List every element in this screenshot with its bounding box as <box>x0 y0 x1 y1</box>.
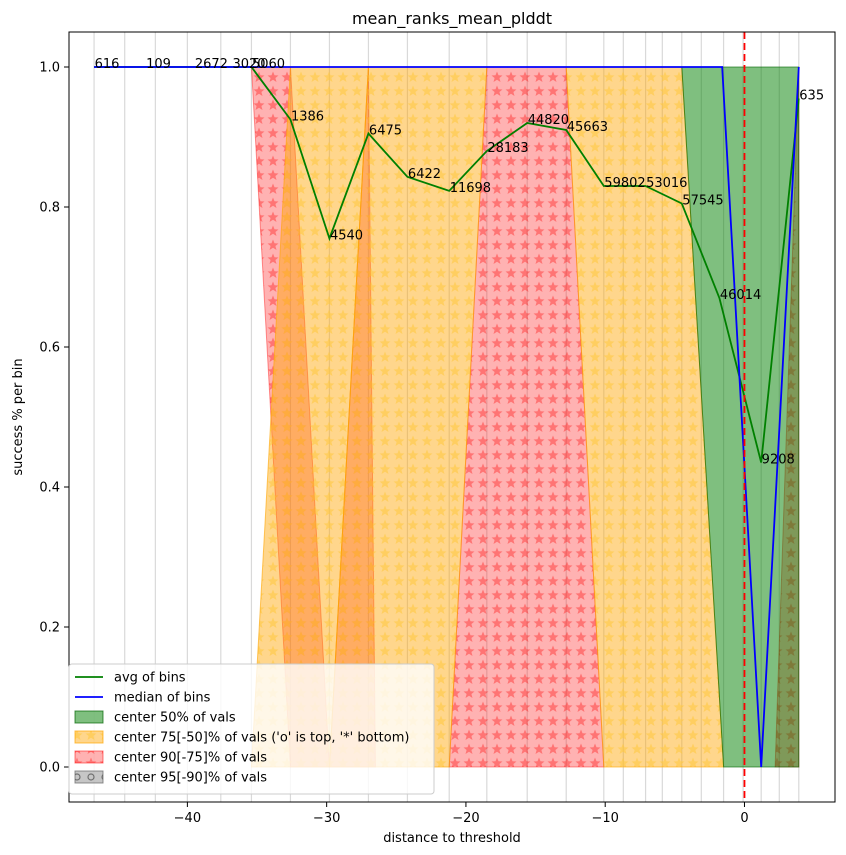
count-annotation: 2672 <box>195 57 228 72</box>
count-annotation: 109 <box>146 57 171 72</box>
x-tick-label: 0 <box>740 811 748 826</box>
x-tick-label: −10 <box>591 811 618 826</box>
count-annotation: 11698 <box>450 181 491 196</box>
count-annotation: 6422 <box>408 167 441 182</box>
legend-label: center 50% of vals <box>114 711 236 726</box>
count-annotation: 59802 <box>604 176 645 191</box>
count-annotation: 45663 <box>567 120 608 135</box>
legend-label: center 75[-50]% of vals ('o' is top, '*'… <box>114 731 409 746</box>
x-tick-label: −20 <box>452 811 479 826</box>
legend-swatch <box>74 710 104 724</box>
count-annotation: 1386 <box>291 110 324 125</box>
legend: avg of bins median of bins center 50% of v… <box>68 663 435 795</box>
count-annotation: 28183 <box>487 141 528 156</box>
y-tick-label: 0.6 <box>39 341 60 356</box>
count-annotation: 53016 <box>646 176 687 191</box>
legend-label: center 90[-75]% of vals <box>114 751 267 766</box>
plot-frame <box>68 31 836 803</box>
y-tick-label: 0.0 <box>39 761 60 776</box>
count-annotation: 9208 <box>762 453 795 468</box>
count-annotation: 57545 <box>682 194 723 209</box>
count-annotation: 616 <box>95 57 120 72</box>
x-axis: −40 −30 −20 −10 0 <box>174 802 749 826</box>
legend-box <box>68 663 435 795</box>
count-annotation: 46014 <box>720 288 761 303</box>
median-series-line <box>94 66 800 768</box>
y-tick-label: 0.4 <box>39 481 60 496</box>
count-annotation: 3020 <box>232 57 265 72</box>
y-tick-label: 1.0 <box>39 61 60 76</box>
y-tick-label: 0.2 <box>39 621 60 636</box>
bands-layer <box>250 66 800 768</box>
legend-swatch <box>74 750 104 764</box>
count-annotation: 4540 <box>330 229 363 244</box>
x-axis-label: distance to threshold <box>383 831 521 846</box>
band-polygon <box>681 66 800 768</box>
legend-swatch <box>74 730 104 744</box>
legend-label: avg of bins <box>114 671 186 686</box>
x-tick-label: −40 <box>174 811 201 826</box>
y-tick-label: 0.8 <box>39 201 60 216</box>
x-tick-label: −30 <box>313 811 340 826</box>
series-layer <box>93 66 800 768</box>
chart-title: mean_ranks_mean_plddt <box>352 9 552 29</box>
legend-swatch <box>74 770 104 784</box>
y-axis: 0.0 0.2 0.4 0.6 0.8 1.0 <box>39 61 69 776</box>
legend-label: center 95[-90]% of vals <box>114 771 267 786</box>
count-annotation: 5060 <box>252 57 285 72</box>
count-annotation: 6475 <box>369 124 402 139</box>
count-annotation: 44820 <box>528 113 569 128</box>
count-annotation: 635 <box>799 89 824 104</box>
y-axis-label: success % per bin <box>11 358 26 475</box>
legend-label: median of bins <box>114 691 211 706</box>
